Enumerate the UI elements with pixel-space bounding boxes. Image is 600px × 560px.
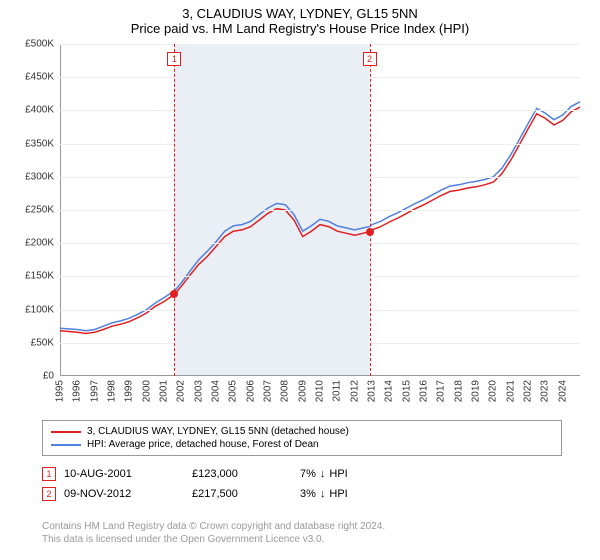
gridline-horizontal xyxy=(60,310,580,311)
x-axis-label: 1995 xyxy=(55,376,66,402)
x-axis-label: 2002 xyxy=(176,376,187,402)
x-axis-label: 2006 xyxy=(245,376,256,402)
x-axis-label: 1996 xyxy=(72,376,83,402)
x-axis-label: 2018 xyxy=(453,376,464,402)
y-axis-label: £350K xyxy=(25,138,60,149)
legend-swatch xyxy=(51,431,81,433)
x-axis-label: 2010 xyxy=(315,376,326,402)
x-axis-label: 2014 xyxy=(384,376,395,402)
event-row: 1 10-AUG-2001 £123,000 7% ↓ HPI xyxy=(42,464,562,484)
x-axis-label: 2022 xyxy=(523,376,534,402)
x-axis-label: 2001 xyxy=(159,376,170,402)
chart-legend: 3, CLAUDIUS WAY, LYDNEY, GL15 5NN (detac… xyxy=(42,420,562,456)
x-axis-label: 2000 xyxy=(141,376,152,402)
gridline-horizontal xyxy=(60,144,580,145)
y-axis-label: £200K xyxy=(25,238,60,249)
x-axis-label: 2015 xyxy=(401,376,412,402)
event-delta: 7% ↓ HPI xyxy=(300,468,420,480)
gridline-horizontal xyxy=(60,77,580,78)
x-axis-label: 2013 xyxy=(367,376,378,402)
gridline-horizontal xyxy=(60,210,580,211)
event-delta-label: HPI xyxy=(329,468,347,480)
x-axis-label: 2020 xyxy=(488,376,499,402)
y-axis-label: £500K xyxy=(25,39,60,50)
marker-dot xyxy=(170,290,178,298)
footer-line: Contains HM Land Registry data © Crown c… xyxy=(42,520,562,533)
x-axis-label: 2023 xyxy=(540,376,551,402)
legend-item: HPI: Average price, detached house, Fore… xyxy=(51,438,553,451)
y-axis-label: £300K xyxy=(25,171,60,182)
event-date: 10-AUG-2001 xyxy=(64,468,184,480)
y-axis-label: £250K xyxy=(25,205,60,216)
legend-item: 3, CLAUDIUS WAY, LYDNEY, GL15 5NN (detac… xyxy=(51,425,553,438)
event-price: £123,000 xyxy=(192,468,292,480)
y-axis-label: £100K xyxy=(25,304,60,315)
y-axis-label: £450K xyxy=(25,72,60,83)
y-axis-label: £50K xyxy=(31,337,60,348)
x-axis-label: 2007 xyxy=(263,376,274,402)
y-axis-label: £400K xyxy=(25,105,60,116)
legend-swatch xyxy=(51,444,81,446)
legend-label: HPI: Average price, detached house, Fore… xyxy=(87,439,319,450)
x-axis-label: 2004 xyxy=(211,376,222,402)
series-line-hpi xyxy=(60,102,580,331)
chart-subtitle: Price paid vs. HM Land Registry's House … xyxy=(0,21,600,40)
x-axis-label: 2016 xyxy=(419,376,430,402)
chart-container: 3, CLAUDIUS WAY, LYDNEY, GL15 5NN Price … xyxy=(0,0,600,560)
x-axis-label: 2003 xyxy=(193,376,204,402)
gridline-horizontal xyxy=(60,343,580,344)
event-marker-box: 2 xyxy=(42,487,56,501)
x-axis-label: 2019 xyxy=(471,376,482,402)
event-delta-pct: 3% xyxy=(300,488,316,500)
x-axis-label: 1998 xyxy=(107,376,118,402)
x-axis-label: 2005 xyxy=(228,376,239,402)
x-axis-label: 1999 xyxy=(124,376,135,402)
y-axis-label: £150K xyxy=(25,271,60,282)
arrow-down-icon: ↓ xyxy=(320,488,326,500)
chart-footer: Contains HM Land Registry data © Crown c… xyxy=(42,520,562,546)
chart-plot-area: £0£50K£100K£150K£200K£250K£300K£350K£400… xyxy=(60,44,580,376)
marker-line xyxy=(174,44,175,376)
event-row: 2 09-NOV-2012 £217,500 3% ↓ HPI xyxy=(42,484,562,504)
marker-dot xyxy=(366,228,374,236)
gridline-horizontal xyxy=(60,276,580,277)
footer-line: This data is licensed under the Open Gov… xyxy=(42,533,562,546)
x-axis-label: 1997 xyxy=(89,376,100,402)
event-price: £217,500 xyxy=(192,488,292,500)
x-axis-label: 2024 xyxy=(557,376,568,402)
x-axis-label: 2017 xyxy=(436,376,447,402)
marker-line xyxy=(370,44,371,376)
event-delta-pct: 7% xyxy=(300,468,316,480)
x-axis-label: 2011 xyxy=(332,376,343,402)
event-table: 1 10-AUG-2001 £123,000 7% ↓ HPI 2 09-NOV… xyxy=(42,464,562,504)
event-date: 09-NOV-2012 xyxy=(64,488,184,500)
event-marker-box: 1 xyxy=(42,467,56,481)
x-axis-label: 2021 xyxy=(505,376,516,402)
legend-label: 3, CLAUDIUS WAY, LYDNEY, GL15 5NN (detac… xyxy=(87,426,349,437)
gridline-horizontal xyxy=(60,177,580,178)
x-axis-label: 2012 xyxy=(349,376,360,402)
marker-number-box: 2 xyxy=(363,52,377,66)
chart-title: 3, CLAUDIUS WAY, LYDNEY, GL15 5NN xyxy=(0,0,600,21)
series-line-property xyxy=(60,107,580,333)
x-axis-label: 2009 xyxy=(297,376,308,402)
arrow-down-icon: ↓ xyxy=(320,468,326,480)
gridline-horizontal xyxy=(60,44,580,45)
event-delta: 3% ↓ HPI xyxy=(300,488,420,500)
gridline-horizontal xyxy=(60,110,580,111)
event-delta-label: HPI xyxy=(329,488,347,500)
x-axis-label: 2008 xyxy=(280,376,291,402)
marker-number-box: 1 xyxy=(167,52,181,66)
gridline-horizontal xyxy=(60,243,580,244)
